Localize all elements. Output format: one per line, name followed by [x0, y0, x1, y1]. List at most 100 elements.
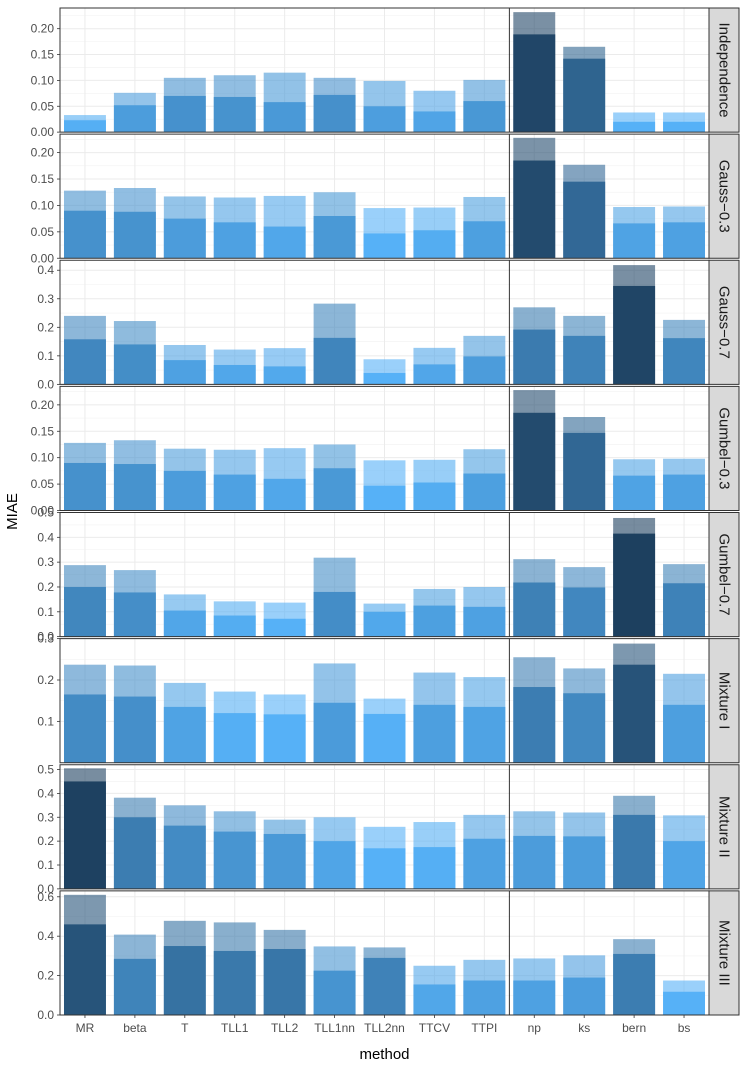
bar-lower-TLL2 — [263, 714, 306, 763]
bar-lower-TTPI — [463, 101, 506, 133]
bar-lower-beta — [113, 592, 156, 637]
facet-strip-label: Gumbel−0.3 — [716, 407, 733, 489]
x-tick-label-TTPI: TTPI — [471, 1021, 497, 1035]
bar-lower-bern — [613, 475, 656, 511]
bar-lower-MR — [63, 462, 106, 511]
facet-strip-label: Mixture III — [716, 920, 733, 986]
y-tick-label: 0.5 — [37, 506, 54, 520]
bar-lower-ks — [563, 587, 606, 637]
bar-lower-TTCV — [413, 847, 456, 889]
bar-lower-ks — [563, 977, 606, 1015]
facet-strip-label: Gauss−0.3 — [716, 160, 733, 233]
bar-lower-TTCV — [413, 984, 456, 1015]
bar-lower-np — [513, 329, 556, 385]
y-tick-label: 0.05 — [31, 225, 55, 239]
y-tick-label: 0.05 — [31, 99, 55, 113]
y-tick-label: 0.05 — [31, 477, 55, 491]
bar-lower-T — [163, 95, 206, 133]
bar-lower-bern — [613, 664, 656, 763]
bar-lower-TLL1 — [213, 831, 256, 889]
y-tick-label: 0.15 — [31, 172, 55, 186]
bar-lower-TLL2nn — [363, 957, 406, 1015]
x-tick-label-TLL1nn: TLL1nn — [314, 1021, 355, 1035]
bar-lower-MR — [63, 210, 106, 259]
bar-lower-np — [513, 34, 556, 133]
y-tick-label: 0.2 — [37, 834, 54, 848]
facet-strip-label: Mixture II — [716, 796, 733, 858]
bar-lower-TTPI — [463, 606, 506, 637]
bar-lower-beta — [113, 344, 156, 385]
bar-lower-TTCV — [413, 230, 456, 259]
bar-lower-TLL1 — [213, 713, 256, 763]
bar-lower-bs — [663, 704, 706, 763]
bar-lower-TLL2 — [263, 618, 306, 637]
y-tick-label: 0.1 — [37, 349, 54, 363]
bar-lower-TLL2 — [263, 478, 306, 511]
bar-lower-TLL1nn — [313, 468, 356, 511]
y-tick-label: 0.2 — [37, 580, 54, 594]
facet-panel-2: 0.0 0.1 0.2 0.3 0.4 Gauss−0.7 — [37, 259, 740, 391]
bar-lower-TLL1 — [213, 615, 256, 637]
y-tick-label: 0.1 — [37, 605, 54, 619]
bar-lower-ks — [563, 181, 606, 259]
bar-lower-TTPI — [463, 221, 506, 259]
bar-lower-TTPI — [463, 706, 506, 763]
bar-lower-TTPI — [463, 980, 506, 1015]
y-tick-label: 0.2 — [37, 969, 54, 983]
bar-lower-TLL1nn — [313, 215, 356, 259]
facet-strip-label: Independence — [716, 23, 733, 118]
bar-lower-TLL2 — [263, 366, 306, 385]
bar-lower-MR — [63, 339, 106, 385]
bar-lower-MR — [63, 120, 106, 133]
bar-lower-TLL1nn — [313, 702, 356, 763]
bar-lower-beta — [113, 958, 156, 1015]
y-tick-label: 0.4 — [37, 929, 54, 943]
x-tick-label-T: T — [181, 1021, 189, 1035]
bar-lower-TTPI — [463, 838, 506, 889]
facet-strip — [708, 512, 740, 638]
bar-lower-T — [163, 946, 206, 1015]
bar-lower-bern — [613, 953, 656, 1015]
y-tick-label: 0.3 — [37, 810, 54, 824]
y-tick-label: 0.6 — [37, 890, 54, 904]
bar-lower-np — [513, 835, 556, 889]
bar-lower-TLL2nn — [363, 485, 406, 511]
bar-lower-T — [163, 706, 206, 763]
y-tick-label: 0.10 — [31, 73, 55, 87]
y-tick-label: 0.3 — [37, 632, 54, 646]
bar-lower-MR — [63, 924, 106, 1015]
x-tick-label-MR: MR — [76, 1021, 95, 1035]
bar-lower-TLL2nn — [363, 848, 406, 889]
bar-lower-T — [163, 825, 206, 889]
bar-lower-np — [513, 687, 556, 763]
bar-lower-TLL1nn — [313, 94, 356, 133]
bar-lower-ks — [563, 335, 606, 385]
x-tick-label-ks: ks — [578, 1021, 590, 1035]
x-tick-label-TLL1: TLL1 — [221, 1021, 249, 1035]
bar-lower-beta — [113, 817, 156, 889]
bar-lower-MR — [63, 586, 106, 637]
y-tick-label: 0.20 — [31, 146, 55, 160]
facet-strip — [708, 133, 740, 259]
facet-strip — [708, 638, 740, 764]
bar-lower-TLL1 — [213, 96, 256, 133]
bar-lower-TLL1 — [213, 474, 256, 511]
bar-lower-TLL1nn — [313, 970, 356, 1015]
bar-lower-beta — [113, 105, 156, 133]
bar-lower-TLL1 — [213, 364, 256, 385]
bar-lower-np — [513, 980, 556, 1015]
x-tick-label-TTCV: TTCV — [419, 1021, 450, 1035]
bar-lower-beta — [113, 211, 156, 259]
facet-strip — [708, 385, 740, 511]
bar-lower-TTCV — [413, 704, 456, 763]
x-tick-label-np: np — [528, 1021, 542, 1035]
bar-lower-bern — [613, 121, 656, 133]
facet-strip — [708, 890, 740, 1016]
bar-lower-bern — [613, 814, 656, 889]
y-tick-label: 0.3 — [37, 555, 54, 569]
y-tick-label: 0.5 — [37, 763, 54, 777]
facet-strip — [708, 764, 740, 890]
bar-lower-np — [513, 160, 556, 259]
bar-lower-TTCV — [413, 605, 456, 637]
